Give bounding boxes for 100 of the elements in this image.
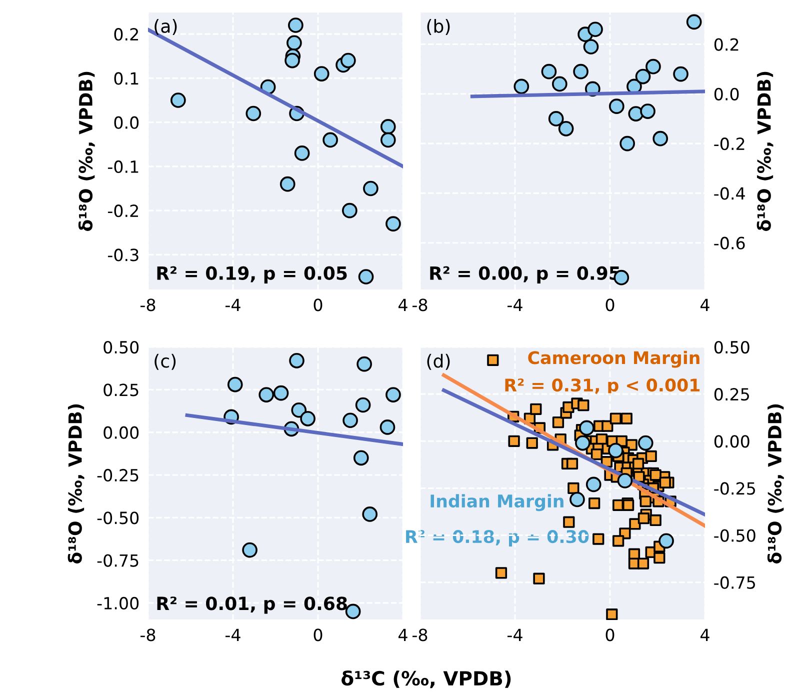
series-label: Indian Margin	[430, 494, 564, 512]
point	[686, 14, 702, 30]
point	[558, 120, 574, 136]
point	[386, 216, 401, 232]
y-axis-title: δ¹⁸O (‰, VPDB)	[68, 404, 84, 564]
x-tick-label: -8	[140, 298, 156, 312]
point	[363, 180, 378, 196]
x-tick-label: 4	[398, 298, 408, 311]
point	[342, 202, 358, 218]
x-tick-label: 0	[314, 628, 322, 642]
point	[355, 397, 371, 413]
point	[286, 35, 302, 51]
point	[227, 376, 243, 392]
y-tick-label: -0.75	[97, 554, 138, 567]
point	[640, 104, 656, 119]
annotation: (a)	[154, 18, 177, 36]
point	[362, 506, 378, 522]
x-tick-label: 0	[314, 298, 322, 312]
y-tick-label: 0.1	[114, 72, 138, 85]
point	[608, 442, 624, 458]
y2-tick-label: 0.00	[714, 435, 750, 448]
annotation: (d)	[427, 354, 450, 370]
point	[658, 533, 674, 549]
point	[608, 98, 624, 114]
x-tick-label: 4	[700, 298, 710, 311]
point	[573, 64, 588, 80]
point	[380, 132, 396, 148]
y-tick-label: 0.25	[104, 384, 138, 396]
point	[575, 435, 590, 451]
point	[552, 76, 568, 92]
point	[386, 387, 401, 402]
point	[380, 420, 396, 435]
point	[646, 58, 661, 74]
point	[284, 52, 300, 68]
point	[246, 106, 262, 122]
x-tick-label: 0	[606, 628, 614, 642]
point	[288, 18, 304, 33]
y2-axis-title: δ¹⁸O (‰, VPDB)	[756, 72, 774, 231]
point	[273, 385, 289, 401]
point	[294, 146, 310, 161]
point	[300, 410, 316, 426]
y-tick-label: -0.3	[108, 248, 138, 262]
x-tick-label: -4	[508, 628, 522, 641]
y-tick-label: 0.50	[104, 340, 139, 354]
annotation: R² = 0.01, p = 0.68	[157, 596, 347, 614]
point	[617, 473, 633, 488]
point	[314, 66, 330, 82]
y-tick-label: 0.2	[114, 28, 138, 41]
y-tick-label: 0.00	[104, 426, 139, 439]
x-tick-label: 0	[606, 298, 614, 312]
y2-tick-label: -0.25	[714, 482, 755, 495]
y-tick-label: -1.00	[97, 596, 139, 610]
annotation: R² = 0.19, p = 0.05	[157, 266, 347, 284]
annotation: (c)	[154, 354, 176, 370]
point	[170, 92, 186, 108]
x-tick-label: -8	[140, 628, 156, 642]
point	[588, 22, 603, 38]
point	[548, 111, 564, 126]
x-tick-label: 4	[398, 628, 408, 641]
point	[258, 387, 274, 402]
x-tick-label: -8	[412, 298, 428, 312]
y2-axis-title: δ¹⁸O (‰, VPDB)	[767, 404, 784, 564]
y2-tick-label: -0.4	[714, 187, 745, 200]
point	[345, 604, 361, 620]
point	[289, 352, 304, 368]
point	[242, 542, 258, 558]
point	[541, 64, 557, 80]
point	[322, 132, 338, 148]
x-tick-label: -8	[412, 628, 428, 642]
y2-tick-label: -0.75	[714, 576, 755, 589]
y-tick-label: 0.0	[114, 116, 139, 129]
y2-tick-label: 0.50	[714, 340, 750, 354]
point	[652, 130, 668, 146]
point	[340, 52, 356, 68]
x-tick-label: -4	[508, 298, 522, 311]
x-tick-label: -4	[226, 628, 240, 641]
y2-tick-label: -0.2	[714, 138, 744, 150]
y2-tick-label: 0.0	[714, 88, 739, 100]
series-label: Cameroon Margin	[528, 350, 700, 368]
point	[514, 78, 530, 94]
point	[586, 476, 602, 492]
point	[291, 402, 307, 418]
point	[353, 450, 369, 466]
y2-tick-label: -0.6	[714, 236, 745, 250]
y-tick-label: -0.1	[108, 160, 138, 174]
point	[638, 435, 654, 451]
y-axis-title: δ¹⁸O (‰, VPDB)	[78, 72, 95, 231]
point	[628, 106, 644, 122]
point	[673, 66, 688, 82]
point	[570, 492, 585, 508]
y-tick-label: -0.50	[97, 512, 139, 524]
point	[342, 412, 358, 428]
y2-tick-label: 0.2	[714, 38, 738, 51]
x-tick-label: 4	[700, 628, 710, 641]
point	[380, 119, 396, 134]
y2-tick-label: -0.50	[714, 529, 756, 542]
annotation: (b)	[427, 18, 450, 36]
y-tick-label: -0.2	[108, 204, 138, 218]
point	[280, 176, 296, 192]
point	[579, 420, 594, 436]
